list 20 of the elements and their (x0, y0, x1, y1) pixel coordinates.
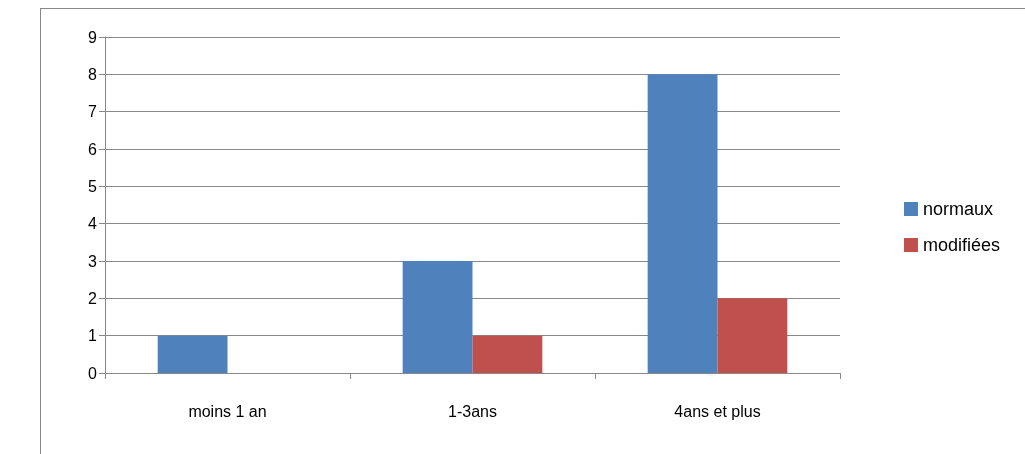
y-tick-label: 8 (88, 65, 98, 83)
y-tick-label: 0 (88, 364, 98, 382)
bar (647, 74, 718, 373)
x-tick-label: 4ans et plus (674, 402, 761, 420)
bar (717, 298, 788, 373)
legend-label: normaux (922, 199, 993, 219)
legend-label: modifiées (922, 235, 1001, 255)
bar (472, 335, 543, 373)
y-tick-label: 1 (88, 327, 98, 345)
y-tick-label: 4 (88, 215, 98, 233)
bar (402, 261, 473, 373)
y-tick-label: 7 (88, 103, 98, 121)
bar (157, 335, 228, 373)
x-tick-label: 1-3ans (448, 402, 497, 420)
y-tick-label: 3 (88, 252, 98, 270)
y-tick-label: 5 (88, 177, 98, 195)
y-tick-label: 6 (88, 140, 98, 158)
y-tick-label: 9 (88, 28, 98, 46)
x-tick-label: moins 1 an (188, 402, 267, 420)
y-tick-label: 2 (88, 289, 98, 307)
